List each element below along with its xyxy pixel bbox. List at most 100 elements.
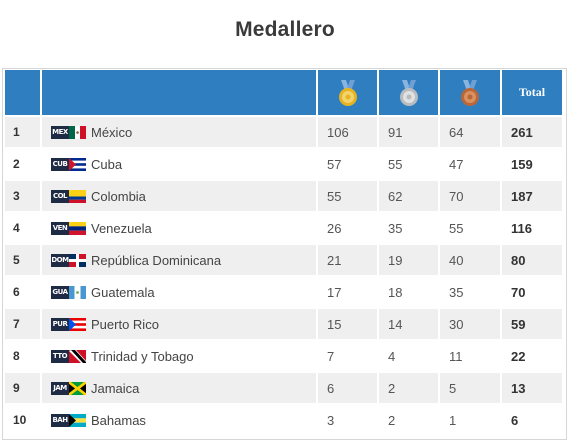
country-code: MEX (51, 126, 69, 140)
bronze-count-cell: 40 (440, 245, 500, 277)
country-code: DOM (51, 254, 69, 268)
silver-count-cell: 18 (379, 277, 438, 309)
country-code: COL (51, 190, 69, 204)
total-count-cell: 80 (502, 245, 562, 277)
bronze-count-cell: 30 (440, 309, 500, 341)
total-count-cell: 59 (502, 309, 562, 341)
country-code: PUR (51, 318, 69, 332)
country-name: República Dominicana (91, 253, 222, 269)
rank-cell: 10 (5, 405, 40, 437)
table-row[interactable]: 1 MEX México 106 91 64 261 (5, 117, 562, 149)
gold-count-cell: 6 (318, 373, 377, 405)
bronze-count-cell: 1 (440, 405, 500, 437)
bronze-count-cell: 35 (440, 277, 500, 309)
country-cell[interactable]: GUA Guatemala (42, 277, 316, 309)
gold-count-cell: 17 (318, 277, 377, 309)
country-name: Venezuela (91, 221, 152, 237)
table-header-row: Total (5, 70, 562, 117)
country-code: GUA (51, 286, 69, 300)
country-cell[interactable]: TTO Trinidad y Tobago (42, 341, 316, 373)
total-count-cell: 13 (502, 373, 562, 405)
total-count-cell: 187 (502, 181, 562, 213)
silver-count-cell: 2 (379, 405, 438, 437)
table-row[interactable]: 5 DOM República Dominicana 21 19 40 80 (5, 245, 562, 277)
country-code: BAH (51, 414, 69, 428)
country-name: Cuba (91, 157, 123, 173)
bronze-count-cell: 55 (440, 213, 500, 245)
rank-cell: 6 (5, 277, 40, 309)
rank-cell: 3 (5, 181, 40, 213)
table-row[interactable]: 10 BAH Bahamas 3 2 1 6 (5, 405, 562, 437)
rank-cell: 4 (5, 213, 40, 245)
rank-cell: 2 (5, 149, 40, 181)
country-name: Puerto Rico (91, 317, 159, 333)
silver-medal-icon (399, 79, 418, 106)
bronze-count-cell: 64 (440, 117, 500, 149)
country-cell[interactable]: CUB Cuba (42, 149, 316, 181)
flag-image (69, 286, 86, 300)
dominican-republic-flag-icon: DOM (51, 254, 86, 268)
rank-cell: 5 (5, 245, 40, 277)
country-cell[interactable]: VEN Venezuela (42, 213, 316, 245)
medal-table: Total 1 MEX México 106 91 64 261 2 CUB Cuba 57 55 47… (3, 70, 564, 437)
flag-image (69, 350, 86, 364)
total-count-cell: 22 (502, 341, 562, 373)
silver-count-cell: 4 (379, 341, 438, 373)
rank-cell: 1 (5, 117, 40, 149)
silver-column-header[interactable] (379, 70, 438, 117)
table-row[interactable]: 4 VEN Venezuela 26 35 55 116 (5, 213, 562, 245)
country-code: VEN (51, 222, 69, 236)
gold-medal-icon (338, 79, 357, 106)
country-code: TTO (51, 350, 69, 364)
total-count-cell: 6 (502, 405, 562, 437)
total-count-cell: 116 (502, 213, 562, 245)
country-name: Bahamas (91, 413, 146, 429)
rank-cell: 7 (5, 309, 40, 341)
silver-count-cell: 14 (379, 309, 438, 341)
bronze-count-cell: 70 (440, 181, 500, 213)
bronze-count-cell: 47 (440, 149, 500, 181)
total-count-cell: 261 (502, 117, 562, 149)
country-cell[interactable]: DOM República Dominicana (42, 245, 316, 277)
medal-table-frame (2, 68, 567, 440)
total-count-cell: 159 (502, 149, 562, 181)
cuba-flag-icon: CUB (51, 158, 86, 172)
silver-count-cell: 35 (379, 213, 438, 245)
gold-count-cell: 55 (318, 181, 377, 213)
gold-column-header[interactable] (318, 70, 377, 117)
bronze-count-cell: 5 (440, 373, 500, 405)
silver-count-cell: 62 (379, 181, 438, 213)
trinidad-tobago-flag-icon: TTO (51, 350, 86, 364)
table-row[interactable]: 3 COL Colombia 55 62 70 187 (5, 181, 562, 213)
country-name: Colombia (91, 189, 146, 205)
colombia-flag-icon: COL (51, 190, 86, 204)
silver-count-cell: 19 (379, 245, 438, 277)
table-row[interactable]: 6 GUA Guatemala 17 18 35 70 (5, 277, 562, 309)
country-cell[interactable]: JAM Jamaica (42, 373, 316, 405)
country-cell[interactable]: BAH Bahamas (42, 405, 316, 437)
rank-cell: 8 (5, 341, 40, 373)
total-column-header[interactable]: Total (502, 70, 562, 117)
bronze-count-cell: 11 (440, 341, 500, 373)
gold-count-cell: 21 (318, 245, 377, 277)
gold-count-cell: 26 (318, 213, 377, 245)
venezuela-flag-icon: VEN (51, 222, 86, 236)
country-cell[interactable]: PUR Puerto Rico (42, 309, 316, 341)
silver-count-cell: 2 (379, 373, 438, 405)
table-row[interactable]: 8 TTO Trinidad y Tobago 7 4 11 22 (5, 341, 562, 373)
country-name: Trinidad y Tobago (91, 349, 194, 365)
gold-count-cell: 57 (318, 149, 377, 181)
country-name: Guatemala (91, 285, 155, 301)
table-row[interactable]: 9 JAM Jamaica 6 2 5 13 (5, 373, 562, 405)
rank-column-header (5, 70, 40, 117)
country-cell[interactable]: MEX México (42, 117, 316, 149)
bronze-column-header[interactable] (440, 70, 500, 117)
bahamas-flag-icon: BAH (51, 414, 86, 428)
table-row[interactable]: 2 CUB Cuba 57 55 47 159 (5, 149, 562, 181)
country-name: Jamaica (91, 381, 140, 397)
country-code: JAM (51, 382, 69, 396)
jamaica-flag-icon: JAM (51, 380, 87, 397)
country-cell[interactable]: COL Colombia (42, 181, 316, 213)
gold-count-cell: 3 (318, 405, 377, 437)
table-row[interactable]: 7 PUR Puerto Rico 15 14 30 59 (5, 309, 562, 341)
